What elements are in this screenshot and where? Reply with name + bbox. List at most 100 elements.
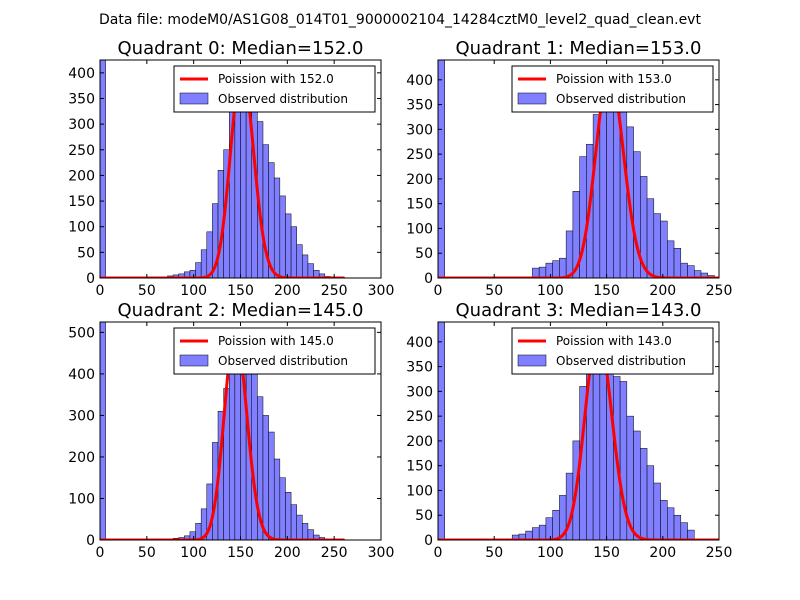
quadrant-3-hist-bar-26 bbox=[680, 522, 688, 540]
quadrant-0-hist-bar-25 bbox=[302, 254, 309, 278]
quadrant-3-hist-bar-5 bbox=[538, 524, 547, 540]
quadrant-1-hist-bar-3 bbox=[545, 262, 553, 278]
quadrant-0-xtick-label-1: 50 bbox=[138, 283, 156, 299]
quadrant-2-xtick-label-5: 250 bbox=[321, 545, 348, 561]
quadrant-3-ytick-label-0: 0 bbox=[424, 533, 433, 549]
quadrant-1-legend-box bbox=[511, 65, 714, 113]
quadrant-1-hist-bar-19 bbox=[653, 213, 661, 278]
quadrant-1-hist-bar-20 bbox=[660, 220, 668, 278]
quadrant-2-hist-bar-0 bbox=[100, 322, 106, 540]
quadrant-1-hist-bar-2 bbox=[538, 266, 547, 278]
quadrant-3-hist-bar-0 bbox=[438, 322, 445, 540]
quadrant-0-ytick-label-7: 350 bbox=[68, 91, 95, 107]
quadrant-0-hist-bar-24 bbox=[296, 244, 303, 278]
quadrant-1-xtick-label-1: 50 bbox=[485, 283, 503, 299]
quadrant-1-xtick-label-2: 100 bbox=[537, 283, 564, 299]
quadrant-3-ytick-label-2: 100 bbox=[406, 483, 433, 499]
quadrant-0-ytick-label-6: 300 bbox=[68, 117, 95, 133]
quadrant-2-plot: 0 50 100 150 200 250 300 0 100 200 300 400 500 Quadra… bbox=[68, 300, 394, 561]
quadrant-0-hist-bar-7 bbox=[200, 249, 208, 278]
quadrant-2-hist-bar-18 bbox=[268, 431, 275, 540]
quadrant-3-xtick-label-5: 250 bbox=[706, 545, 733, 561]
quadrant-1-legend-hist-swatch bbox=[517, 92, 547, 105]
quadrant-0-xtick-label-5: 250 bbox=[321, 283, 348, 299]
quadrant-3-hist-bar-21 bbox=[646, 465, 655, 540]
quadrant-1-hist-bar-12 bbox=[606, 84, 614, 278]
quadrant-0-hist-bar-26 bbox=[307, 263, 314, 278]
quadrant-1-ytick-label-5: 250 bbox=[406, 147, 433, 163]
quadrant-0-xtick-label-3: 150 bbox=[227, 283, 254, 299]
quadrant-0-hist-bar-23 bbox=[290, 226, 297, 278]
quadrant-1-title: Quadrant 1: Median=153.0 bbox=[456, 38, 702, 59]
quadrant-3-hist-bar-23 bbox=[660, 500, 668, 540]
quadrant-1-legend-hist-label: Observed distribution bbox=[556, 92, 686, 106]
quadrant-0-xtick-label-2: 100 bbox=[180, 283, 207, 299]
quadrant-1-hist-bar-5 bbox=[559, 257, 567, 278]
quadrant-0-ytick-label-1: 50 bbox=[77, 245, 95, 261]
quadrant-1-xtick-label-3: 150 bbox=[593, 283, 620, 299]
quadrant-3-hist-bar-20 bbox=[640, 448, 648, 540]
quadrant-0-legend: Poission with 152.0 Observed distribution bbox=[173, 65, 376, 113]
quadrant-3-hist-bar-6 bbox=[545, 517, 553, 540]
quadrant-2-hist-bar-22 bbox=[290, 504, 297, 540]
quadrant-0-hist-bar-13 bbox=[234, 95, 241, 278]
quadrant-0-title: Quadrant 0: Median=152.0 bbox=[118, 38, 364, 59]
quadrant-0-ytick-label-2: 100 bbox=[68, 220, 95, 236]
quadrant-1-axes-frame bbox=[437, 59, 720, 279]
quadrant-0-poisson-fit-line bbox=[100, 68, 346, 278]
quadrant-3-axes-frame bbox=[437, 321, 720, 541]
quadrant-1-ytick-label-1: 50 bbox=[415, 246, 433, 262]
quadrant-1-hist-bar-21 bbox=[667, 240, 675, 278]
quadrant-0-xtick-label-4: 200 bbox=[274, 283, 301, 299]
quadrant-2-ytick-label-3: 300 bbox=[68, 408, 95, 424]
quadrant-1-xtick-label-0: 0 bbox=[434, 283, 443, 299]
figure-suptitle: Data file: modeM0/AS1G08_014T01_90000021… bbox=[99, 12, 701, 28]
quadrant-2-legend-fit-label: Poission with 145.0 bbox=[218, 334, 334, 348]
quadrant-3-ytick-label-3: 150 bbox=[406, 459, 433, 475]
quadrant-3-hist-bar-22 bbox=[653, 482, 661, 540]
quadrant-2-xtick-label-4: 200 bbox=[274, 545, 301, 561]
quadrant-3-ytick-label-7: 350 bbox=[406, 360, 433, 376]
quadrant-1-ytick-label-7: 350 bbox=[406, 98, 433, 114]
quadrant-0-ytick-label-3: 150 bbox=[68, 194, 95, 210]
quadrant-0-legend-hist-swatch bbox=[179, 92, 209, 105]
quadrant-0-hist-bar-21 bbox=[279, 195, 286, 278]
quadrant-0-plot-area bbox=[100, 60, 346, 278]
quadrant-0-hist-bar-6 bbox=[195, 262, 202, 278]
quadrant-3-hist-bar-24 bbox=[667, 507, 675, 540]
quadrant-1-ytick-label-0: 0 bbox=[424, 271, 433, 287]
quadrant-3-ytick-label-1: 50 bbox=[415, 508, 433, 524]
quadrant-2-ytick-label-5: 500 bbox=[68, 325, 95, 341]
quadrant-2-hist-bar-11 bbox=[229, 350, 236, 540]
quadrant-1-hist-bar-24 bbox=[687, 265, 695, 278]
quadrant-0-ytick-label-5: 250 bbox=[68, 143, 95, 159]
quadrant-3-legend-box bbox=[511, 327, 714, 375]
quadrant-2-xtick-label-2: 100 bbox=[180, 545, 207, 561]
quadrant-1-ytick-label-2: 100 bbox=[406, 221, 433, 237]
quadrant-2-legend-hist-label: Observed distribution bbox=[218, 354, 348, 368]
quadrant-2-xtick-label-3: 150 bbox=[227, 545, 254, 561]
quadrant-2-xtick-label-6: 300 bbox=[368, 545, 395, 561]
quadrant-0-legend-box bbox=[173, 65, 376, 113]
quadrant-3-legend-hist-label: Observed distribution bbox=[556, 354, 686, 368]
quadrant-1-hist-bar-0 bbox=[438, 60, 445, 278]
quadrant-3-ytick-label-8: 400 bbox=[406, 335, 433, 351]
quadrant-3-ytick-label-4: 200 bbox=[406, 434, 433, 450]
quadrant-2-hist-bar-19 bbox=[273, 458, 281, 540]
quadrant-1-legend: Poission with 153.0 Observed distribution bbox=[511, 65, 714, 113]
quadrant-2-legend-box bbox=[173, 327, 376, 375]
quadrant-3-ytick-label-5: 250 bbox=[406, 409, 433, 425]
quadrant-3-legend: Poission with 143.0 Observed distribution bbox=[511, 327, 714, 375]
quadrant-3-legend-fit-label: Poission with 143.0 bbox=[556, 334, 672, 348]
quadrant-2-legend-hist-swatch bbox=[179, 354, 209, 367]
quadrant-2-hist-bar-12 bbox=[234, 348, 241, 540]
quadrant-3-poisson-fit-line bbox=[438, 332, 719, 540]
quadrant-0-hist-bar-28 bbox=[318, 273, 326, 278]
quadrant-0-hist-bar-0 bbox=[100, 60, 106, 278]
quadrant-1-hist-bar-18 bbox=[646, 198, 655, 278]
quadrant-2-ytick-label-4: 400 bbox=[68, 367, 95, 383]
quadrant-0-xtick-label-6: 300 bbox=[368, 283, 395, 299]
quadrant-3-plot-area bbox=[438, 322, 719, 540]
quadrant-0-legend-hist-label: Observed distribution bbox=[218, 92, 348, 106]
